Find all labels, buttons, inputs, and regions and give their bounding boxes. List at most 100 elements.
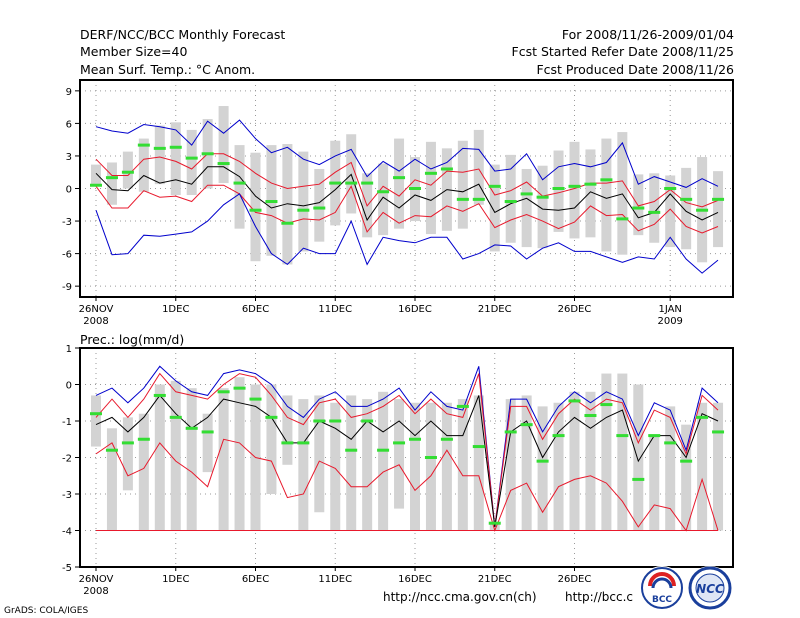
ensemble-bar bbox=[713, 402, 724, 531]
median-marker bbox=[488, 184, 501, 188]
median-marker bbox=[201, 152, 214, 156]
median-marker bbox=[456, 197, 469, 201]
ensemble-bar bbox=[441, 402, 452, 531]
ensemble-bar bbox=[601, 373, 612, 531]
ensemble-bar bbox=[569, 391, 580, 531]
ensemble-bar bbox=[425, 402, 436, 531]
y-tick-label: 3 bbox=[66, 152, 72, 163]
median-marker bbox=[409, 187, 421, 190]
y-tick-label: -1 bbox=[62, 417, 72, 428]
median-marker bbox=[600, 403, 613, 407]
bcc-url[interactable]: http://bcc.c bbox=[565, 590, 633, 604]
ensemble-bar bbox=[473, 129, 484, 205]
median-marker bbox=[313, 206, 326, 210]
x-tick-label: 1DEC bbox=[162, 304, 189, 315]
ensemble-bar bbox=[250, 152, 261, 262]
x-tick-label: 1JAN bbox=[658, 304, 681, 315]
ensemble-bar bbox=[394, 138, 405, 229]
median-marker bbox=[329, 419, 342, 423]
median-marker bbox=[361, 181, 374, 185]
ensemble-bar bbox=[713, 171, 724, 248]
median-marker bbox=[504, 430, 517, 434]
median-marker bbox=[504, 200, 517, 204]
chart-title: DERF/NCC/BCC Monthly Forecast bbox=[80, 27, 286, 42]
median-marker bbox=[680, 459, 693, 463]
series-upper-line bbox=[95, 153, 719, 208]
median-marker bbox=[472, 197, 485, 201]
bcc-logo: BCC bbox=[640, 566, 684, 610]
ensemble-bar bbox=[681, 167, 692, 250]
x-tick-year: 2008 bbox=[83, 586, 108, 597]
median-marker bbox=[393, 176, 406, 180]
x-tick-label: 26DEC bbox=[558, 574, 592, 585]
ensemble-bar bbox=[106, 162, 117, 205]
y-tick-label: -6 bbox=[62, 250, 72, 261]
x-tick-label: 26DEC bbox=[558, 304, 592, 315]
median-marker bbox=[440, 167, 453, 171]
median-marker bbox=[456, 404, 469, 408]
median-marker bbox=[696, 415, 709, 419]
ensemble-bar bbox=[378, 163, 389, 236]
median-marker bbox=[90, 412, 102, 416]
y-tick-label: -5 bbox=[62, 563, 72, 574]
x-tick-label: 6DEC bbox=[242, 304, 269, 315]
median-marker bbox=[520, 423, 533, 427]
ensemble-bar bbox=[681, 424, 692, 531]
median-marker bbox=[345, 181, 358, 185]
ensemble-bar bbox=[649, 435, 660, 531]
median-marker bbox=[664, 441, 677, 445]
ncc-logo: NCC bbox=[688, 566, 732, 610]
y-tick-label: -9 bbox=[62, 282, 72, 293]
ensemble-bar bbox=[298, 399, 309, 531]
median-marker bbox=[217, 162, 230, 166]
ensemble-bar bbox=[410, 402, 420, 531]
ensemble-bar bbox=[154, 384, 165, 531]
ensemble-bar bbox=[282, 395, 293, 465]
ensemble-bar bbox=[617, 132, 628, 255]
ensemble-bar bbox=[505, 399, 516, 531]
ensemble-bar bbox=[457, 399, 468, 531]
median-marker bbox=[552, 434, 565, 438]
ensemble-bar bbox=[649, 173, 660, 243]
y-tick-label: 6 bbox=[66, 119, 72, 130]
median-marker bbox=[185, 426, 198, 430]
x-tick-label: 6DEC bbox=[242, 574, 269, 585]
ensemble-bar bbox=[489, 164, 500, 252]
ensemble-bar bbox=[617, 373, 628, 531]
median-marker bbox=[185, 156, 198, 160]
median-marker bbox=[712, 430, 725, 434]
ensemble-bar bbox=[537, 165, 548, 249]
median-marker bbox=[584, 182, 597, 186]
ensemble-bar bbox=[601, 138, 612, 252]
series-mean-line bbox=[95, 394, 719, 527]
ensemble-bar bbox=[186, 388, 197, 531]
median-marker bbox=[249, 208, 262, 212]
ensemble-bar bbox=[537, 406, 548, 531]
ensemble-bar bbox=[330, 402, 341, 531]
variable-label: Mean Surf. Temp.: °C Anom. bbox=[80, 62, 256, 77]
ensemble-bar bbox=[473, 395, 484, 531]
median-marker bbox=[249, 397, 262, 401]
ensemble-bar bbox=[585, 149, 596, 238]
ensemble-bar bbox=[234, 145, 245, 229]
ensemble-bar bbox=[202, 413, 213, 473]
bcc-logo-text: BCC bbox=[652, 595, 672, 605]
median-marker bbox=[233, 181, 246, 185]
median-marker bbox=[536, 195, 549, 199]
ncc-url[interactable]: http://ncc.cma.gov.cn(ch) bbox=[383, 590, 537, 604]
ensemble-bar bbox=[282, 144, 293, 265]
ensemble-bar bbox=[553, 402, 564, 531]
ensemble-bar bbox=[138, 413, 149, 531]
median-marker bbox=[105, 176, 118, 180]
y-tick-label: -2 bbox=[62, 454, 72, 465]
ncc-logo-text: NCC bbox=[696, 582, 724, 596]
series-min-line bbox=[95, 193, 719, 274]
ensemble-bar bbox=[170, 380, 181, 531]
median-marker bbox=[217, 390, 230, 394]
ensemble-bar bbox=[266, 384, 277, 494]
median-marker bbox=[377, 448, 390, 452]
ensemble-bar bbox=[186, 129, 197, 196]
ensemble-bar bbox=[569, 141, 580, 239]
ensemble-bar bbox=[505, 154, 516, 243]
median-marker bbox=[281, 441, 294, 445]
